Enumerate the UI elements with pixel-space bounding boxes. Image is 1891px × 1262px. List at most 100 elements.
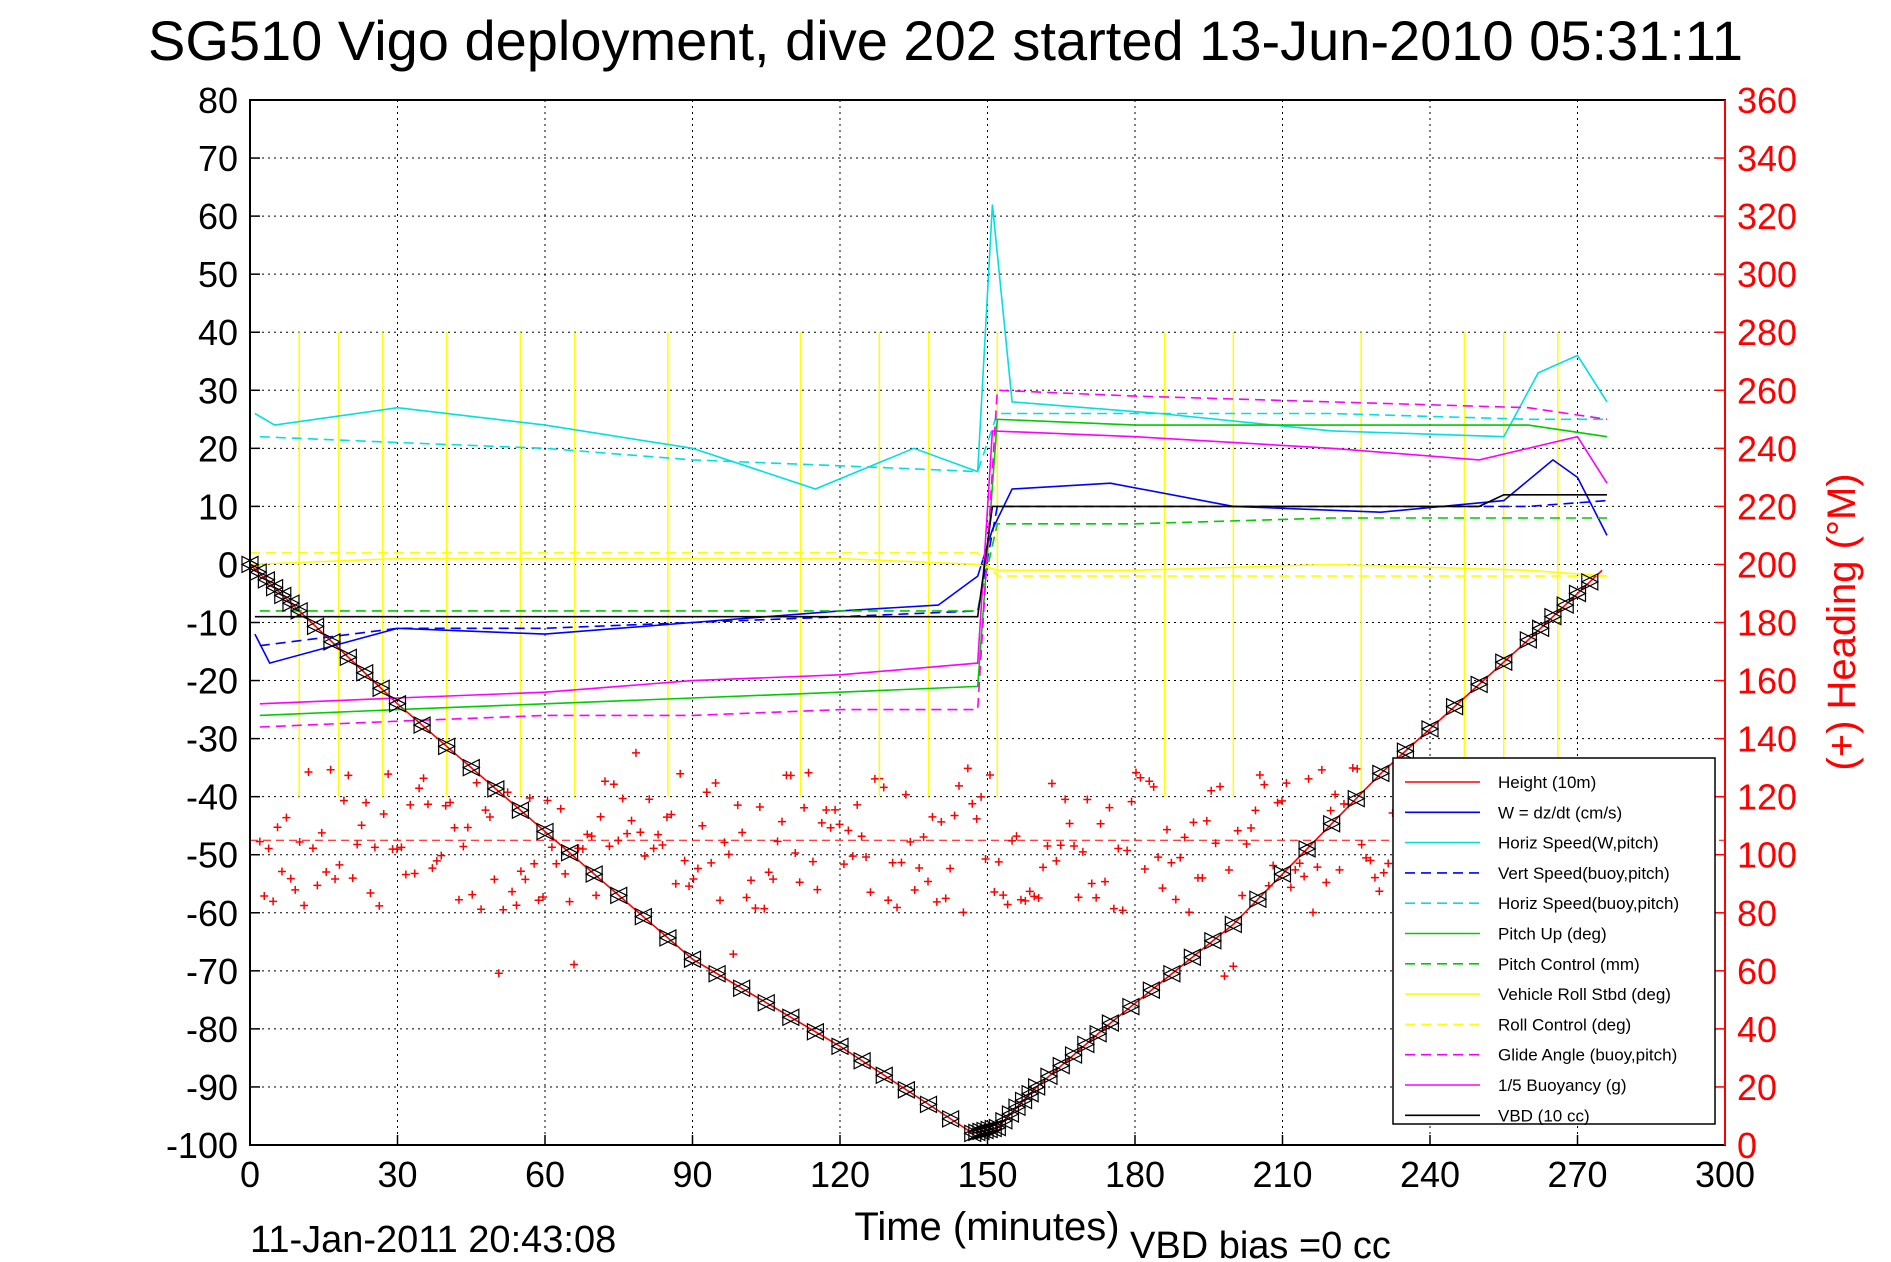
dive-marker — [658, 928, 678, 947]
dive-marker — [1064, 1046, 1083, 1064]
heading-point — [777, 817, 786, 826]
dive-marker — [1555, 596, 1575, 615]
y-right-tick-label: 240 — [1737, 428, 1797, 469]
heading-point — [760, 904, 769, 913]
heading-point — [1282, 779, 1291, 788]
y-right-tick-label: 360 — [1737, 80, 1797, 121]
heading-point — [547, 843, 556, 852]
heading-point — [1238, 891, 1247, 900]
heading-point — [1078, 847, 1087, 856]
heading-point — [1083, 795, 1092, 804]
heading-point — [282, 813, 291, 822]
dive-marker — [1322, 814, 1342, 833]
heading-point — [623, 829, 632, 838]
heading-point — [454, 895, 463, 904]
dive-marker — [584, 865, 604, 884]
heading-point — [1366, 856, 1375, 865]
heading-point — [848, 852, 857, 861]
x-tick-label: 90 — [672, 1154, 712, 1195]
heading-point — [1061, 795, 1070, 804]
heading-point — [786, 771, 795, 780]
heading-point — [853, 800, 862, 809]
heading-point — [1322, 878, 1331, 887]
x-tick-label: 180 — [1105, 1154, 1165, 1195]
dive-marker — [1445, 697, 1464, 716]
dive-marker — [535, 822, 555, 841]
heading-point — [485, 812, 494, 821]
heading-point — [1348, 764, 1357, 773]
right-axis-label: (+) Heading (°M) — [1820, 473, 1864, 770]
y-left-tick-label: -50 — [186, 835, 238, 876]
heading-point — [977, 792, 986, 801]
heading-point — [1331, 790, 1340, 799]
heading-point — [826, 823, 835, 832]
heading-point — [866, 888, 875, 897]
heading-point — [676, 769, 685, 778]
heading-point — [1162, 825, 1171, 834]
heading-point — [813, 885, 822, 894]
heading-point — [990, 887, 999, 896]
heading-point — [1335, 865, 1344, 874]
heading-point — [446, 798, 455, 807]
heading-point — [1198, 873, 1207, 882]
heading-point — [888, 858, 897, 867]
legend-box — [1392, 757, 1716, 1125]
heading-point — [300, 901, 309, 910]
heading-point — [1260, 780, 1269, 789]
dive-marker — [1076, 1035, 1096, 1054]
y-right-tick-label: 220 — [1737, 486, 1797, 527]
heading-point — [459, 842, 468, 851]
dive-marker — [941, 1109, 960, 1128]
heading-point — [897, 858, 906, 867]
heading-point — [1176, 853, 1185, 862]
heading-point — [499, 905, 508, 914]
heading-point — [773, 837, 782, 846]
legend-label: 1/5 Buoyancy (g) — [1498, 1076, 1627, 1095]
heading-point — [1034, 893, 1043, 902]
heading-point — [605, 842, 614, 851]
heading-point — [640, 851, 649, 860]
series-line — [259, 418, 1608, 717]
heading-point — [901, 790, 910, 799]
heading-point — [950, 811, 959, 820]
x-tick-label: 120 — [810, 1154, 870, 1195]
heading-point — [441, 801, 450, 810]
heading-point — [645, 795, 654, 804]
heading-point — [286, 874, 295, 883]
heading-point — [716, 896, 725, 905]
heading-point — [738, 828, 747, 837]
dive-marker — [919, 1095, 938, 1114]
heading-point — [1131, 768, 1140, 777]
dive-marker — [683, 950, 702, 969]
heading-point — [1375, 887, 1384, 896]
dive-marker — [1371, 764, 1391, 783]
dive-marker — [1580, 572, 1600, 591]
dive-marker — [1469, 675, 1489, 694]
heading-point — [375, 901, 384, 910]
heading-point — [353, 840, 362, 849]
legend-label: VBD (10 cc) — [1498, 1106, 1590, 1125]
heading-point — [503, 788, 512, 797]
dive-marker — [486, 779, 506, 798]
heading-point — [1273, 798, 1282, 807]
series-line — [249, 557, 1608, 577]
dive-marker — [994, 1111, 1014, 1130]
heading-point — [1357, 840, 1366, 849]
y-left-tick-label: -90 — [186, 1067, 238, 1108]
heading-point — [415, 784, 424, 793]
heading-point — [494, 969, 503, 978]
heading-point — [304, 768, 313, 777]
heading-point — [477, 905, 486, 914]
y-right-tick-label: 280 — [1737, 312, 1797, 353]
heading-point — [596, 812, 605, 821]
y-right-tick-label: 120 — [1737, 777, 1797, 818]
heading-point — [857, 832, 866, 841]
dive-marker — [1568, 584, 1587, 603]
heading-point — [481, 806, 490, 815]
dive-marker — [1014, 1091, 1033, 1110]
y-right-tick-label: 160 — [1737, 661, 1797, 702]
heading-point — [423, 800, 432, 809]
y-right-tick-label: 320 — [1737, 196, 1797, 237]
heading-point — [1362, 853, 1371, 862]
heading-point — [472, 778, 481, 787]
